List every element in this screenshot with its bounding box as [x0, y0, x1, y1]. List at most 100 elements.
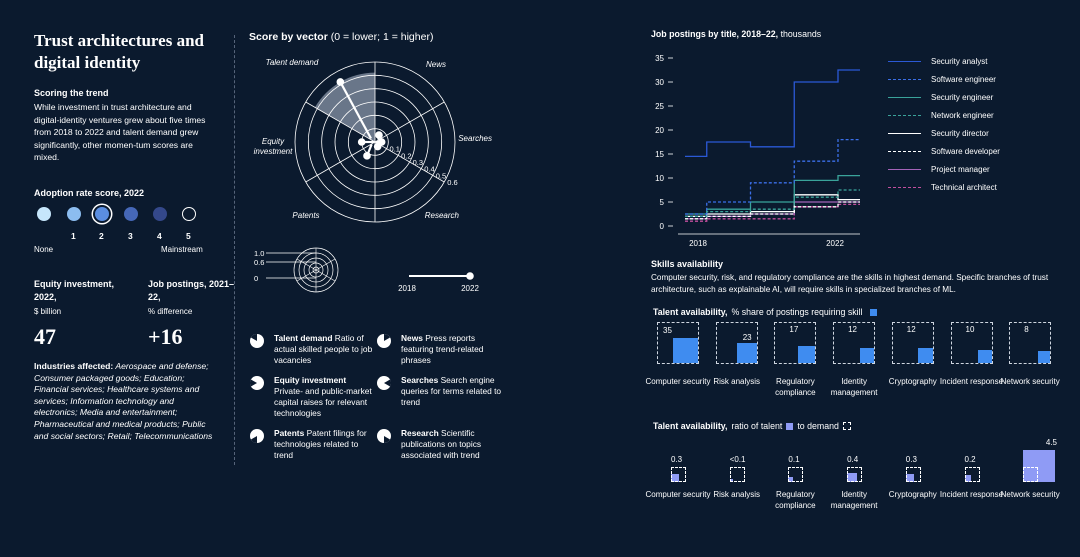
- ratio-talent-swatch: [786, 422, 794, 430]
- ratio-value-label: 0.2: [964, 455, 976, 464]
- radar-axis-label: Searches: [458, 134, 492, 143]
- ratio-category-label: Network security: [1000, 490, 1060, 499]
- radar-legend-icon: [250, 376, 264, 390]
- y-tick-label: 10: [655, 174, 664, 183]
- ratio-title-bold: Talent availability,: [653, 421, 728, 431]
- job-legend-item: Security analyst: [888, 57, 987, 66]
- ratio-demand-box: [964, 467, 980, 482]
- radar-ring-label: 0.1: [390, 145, 400, 154]
- radar-legend-desc: Patent filings for technologies related …: [274, 428, 367, 460]
- radar-legend-icon: [250, 334, 264, 348]
- radar-chart: 0.10.20.30.40.50.6 Talent demand News Searc…: [254, 58, 492, 223]
- share-box: 17: [774, 322, 817, 364]
- share-bar: [859, 348, 875, 363]
- ratio-talent-bar: [905, 473, 914, 482]
- job-legend-label: Security engineer: [931, 93, 994, 102]
- adoption-level-label: 1: [71, 231, 76, 241]
- adoption-dot: [124, 207, 138, 221]
- radar-legend-icon: [377, 376, 391, 390]
- y-tick-label: 25: [655, 102, 664, 111]
- job-postings-chart: 0 5 10 15 20 25 30 35 2018 2022: [655, 54, 860, 248]
- radar-legend-name: Equity investment: [274, 375, 347, 385]
- ratio-chart-title: Talent availability, ratio of talent to de…: [653, 421, 851, 431]
- ratio-category-label: Risk analysis: [713, 490, 761, 499]
- ratio-talent-bar: [788, 477, 794, 482]
- radar-legend-name: Patents: [274, 428, 305, 438]
- job-legend-swatch: [888, 187, 921, 188]
- ratio-demand-box: [1023, 467, 1039, 482]
- ratio-value-label: 0.1: [788, 455, 800, 464]
- radar-legend-name: Talent demand: [274, 333, 333, 343]
- share-value-label: 8: [1024, 325, 1029, 334]
- job-legend-item: Project manager: [888, 165, 990, 174]
- jobs-chart-title: Job postings by title, 2018–22, thousand…: [651, 29, 821, 39]
- job-legend-label: Software developer: [931, 147, 1000, 156]
- series-line: [685, 201, 860, 220]
- share-value-label: 10: [965, 325, 975, 334]
- share-bar: [1038, 351, 1051, 363]
- scale-spoke: [315, 269, 336, 282]
- share-value-label: 23: [742, 333, 752, 342]
- share-box: 10: [950, 322, 993, 364]
- scale-spoke: [296, 258, 317, 271]
- radar-legend-name: News: [401, 333, 423, 343]
- jobs-chart-title-bold: Job postings by title, 2018–22,: [651, 29, 779, 39]
- series-line: [685, 189, 860, 218]
- ratio-talent-bar: [847, 472, 857, 482]
- jobs-label: Job postings, 2021–22,: [148, 279, 235, 302]
- radar-legend-desc: Private- and public-market capital raise…: [274, 386, 372, 418]
- job-legend-swatch: [888, 97, 921, 98]
- ratio-title-rest1: ratio of talent: [731, 421, 783, 431]
- y-tick-label: 5: [660, 198, 665, 207]
- share-bar: [736, 342, 757, 363]
- legend-icon-sector: [250, 379, 257, 387]
- radar-spoke: [305, 101, 376, 143]
- scale-spoke: [315, 258, 336, 271]
- radar-axis-label: Talent demand: [266, 58, 319, 67]
- legend-icon-sector: [384, 436, 391, 443]
- industries: Industries affected: Aerospace and defen…: [34, 361, 214, 442]
- x-tick-label: 2022: [826, 239, 844, 248]
- radar-title-rest: (0 = lower; 1 = higher): [330, 31, 434, 43]
- legend-icon-sector: [384, 379, 391, 387]
- radar-legend-desc: Scientific publications on topics associ…: [401, 428, 482, 460]
- radar-score-point: [336, 78, 345, 86]
- jobs-chart-title-rest: thousands: [780, 29, 822, 39]
- ratio-demand-box: [729, 467, 745, 482]
- adoption-dot: [67, 207, 81, 221]
- radar-title-bold: Score by vector: [249, 31, 328, 43]
- job-legend-swatch: [888, 151, 921, 152]
- radar-spoke: [305, 141, 376, 183]
- ratio-value-label: 4.5: [1045, 438, 1057, 448]
- ratio-category-label: Incident response: [939, 490, 1004, 499]
- skills-heading: Skills availability: [651, 259, 724, 269]
- radar-legend-text: Talent demand Ratio of actual skilled pe…: [274, 333, 377, 366]
- adoption-level-label: 4: [157, 231, 162, 241]
- series-line: [685, 203, 860, 222]
- share-category-label: Incident response: [939, 377, 1004, 386]
- timeline-start-label: 2018: [398, 284, 416, 293]
- job-legend-item: Network engineer: [888, 111, 994, 120]
- job-legend-item: Security engineer: [888, 93, 993, 102]
- radar-legend-name: Research: [401, 428, 439, 438]
- radar-scale-legend: 1.00.6 0 2018 2022: [254, 247, 479, 293]
- job-legend-swatch: [888, 61, 921, 62]
- radar-legend-desc: Ratio of actual skilled people to job va…: [274, 333, 373, 365]
- ratio-value-label: <0.1: [729, 455, 746, 464]
- scale-spoke: [296, 269, 317, 282]
- ratio-talent-bar: [671, 473, 680, 482]
- legend-icon-sector: [384, 334, 391, 341]
- radar-legend-icon: [377, 429, 391, 443]
- scoring-text: While investment in trust architecture a…: [34, 102, 206, 162]
- timeline-end-point: [466, 272, 474, 280]
- skills-text: Computer security, risk, and regulatory …: [651, 273, 1049, 294]
- job-legend-swatch: [888, 115, 921, 116]
- job-legend-item: Technical architect: [888, 183, 997, 192]
- y-tick-label: 15: [655, 150, 664, 159]
- share-bar: [918, 348, 933, 363]
- page-title: Trust architectures and digital identity: [34, 31, 204, 72]
- radar-score-point: [357, 138, 366, 146]
- share-category-label: Network security: [1000, 377, 1060, 386]
- radar-legend-name: Searches: [401, 375, 439, 385]
- adoption-dot: [182, 207, 196, 221]
